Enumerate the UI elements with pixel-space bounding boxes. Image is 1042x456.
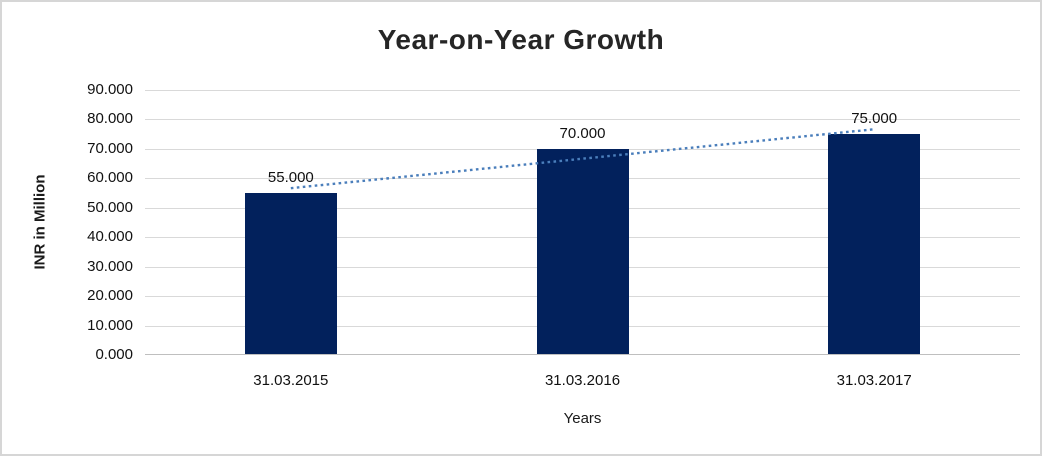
y-tick-label: 30.000 (87, 257, 133, 275)
y-tick-label: 20.000 (87, 287, 133, 305)
y-axis-ticks: 0.000 10.000 20.000 30.000 40.000 50.000 60.00… (2, 2, 133, 454)
gridline (145, 90, 1020, 91)
plot-area: 55.000 70.000 75.000 (145, 90, 1020, 355)
chart-title: Year-on-Year Growth (377, 24, 665, 55)
x-axis-title: Years (563, 410, 602, 427)
y-tick-label: 0.000 (95, 346, 133, 363)
bar-value-label: 70.000 (559, 124, 606, 142)
x-tick-label: 31.03.2015 (253, 372, 329, 389)
y-tick-label: 40.000 (87, 228, 133, 246)
y-tick-label: 90.000 (87, 81, 133, 98)
bar-value-label: 75.000 (851, 110, 898, 128)
bar-value-label: 55.000 (267, 169, 314, 187)
gridline (145, 119, 1020, 121)
bar-31.03.2016 (536, 148, 629, 354)
y-tick-label: 10.000 (87, 316, 133, 334)
y-tick-label: 50.000 (87, 198, 133, 216)
x-axis-line (145, 354, 1020, 355)
y-tick-label: 60.000 (87, 169, 133, 187)
x-tick-label: 31.03.2017 (836, 372, 912, 389)
y-tick-label: 70.000 (87, 139, 133, 157)
trendline (290, 128, 875, 190)
x-tick-label: 31.03.2016 (544, 372, 621, 389)
bar-31.03.2015 (244, 193, 337, 354)
bar-31.03.2017 (828, 134, 921, 354)
y-tick-label: 80.000 (87, 110, 133, 128)
